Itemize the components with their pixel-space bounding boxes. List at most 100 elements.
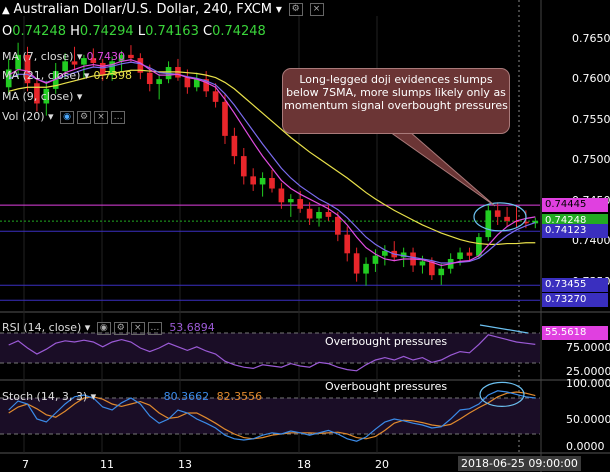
candle-body (71, 61, 78, 65)
overlay-ma7[interactable]: MA (7, close) ▾ 0.7430 (2, 50, 125, 63)
rsi-header[interactable]: RSI (14, close) ▾ ◉ ⚙ ×… 53.6894 (2, 321, 215, 335)
ohlc-readout: O0.74248 H0.74294 L0.74163 C0.74248 (2, 24, 266, 39)
ma21-label: MA (21, close) (2, 69, 81, 82)
candle-body (99, 62, 106, 76)
symbol-dropdown-icon[interactable]: ▾ (275, 2, 282, 16)
close-icon[interactable]: × (94, 110, 109, 124)
low-value: 0.74163 (145, 24, 199, 39)
open-label: O (2, 24, 13, 39)
candle-body (382, 250, 388, 256)
dropdown-icon[interactable]: ▾ (83, 69, 90, 82)
settings-icon[interactable]: ⚙ (113, 321, 128, 335)
candle-body (429, 261, 435, 276)
volume-label: Vol (20) (2, 110, 45, 123)
candle-body (43, 88, 50, 104)
close-value: 0.74248 (212, 24, 266, 39)
x-tick-7: 7 (22, 458, 29, 471)
overlay-volume[interactable]: Vol (20) ▾ ◉ ⚙ ×… (2, 110, 126, 124)
candle-body (504, 216, 510, 221)
eye-icon[interactable]: ◉ (96, 321, 111, 335)
rsi-value: 53.6894 (169, 321, 215, 334)
dropdown-icon[interactable]: ▾ (84, 321, 91, 334)
candle-body (287, 199, 294, 203)
rsi-line (8, 334, 536, 372)
candle-body (494, 210, 501, 217)
stoch-k-value: 80.3662 (163, 390, 210, 403)
candle-body (137, 58, 144, 73)
candle-body (419, 261, 426, 266)
overlay-ma21[interactable]: MA (21, close) ▾ 0.7398 (2, 69, 132, 82)
x-tick-20: 20 (375, 458, 389, 471)
stoch-axis-100: 100.0000 (566, 377, 610, 390)
eye-icon[interactable]: ◉ (60, 110, 75, 124)
rsi-trend-arrow (479, 324, 529, 334)
candle-body (353, 253, 360, 274)
candle-body (466, 252, 473, 256)
overlay-ma9[interactable]: MA (9, close) ▾ (2, 90, 82, 103)
stoch-band (0, 398, 540, 434)
collapse-icon[interactable]: ▲ (2, 5, 10, 16)
candle-body (109, 61, 115, 76)
stoch-highlight-ellipse (479, 381, 525, 407)
close-icon[interactable]: × (309, 3, 324, 16)
candle-body (128, 54, 134, 59)
highlight-ellipse (473, 202, 527, 232)
candle-body (62, 61, 68, 72)
candle-body (15, 54, 21, 70)
candle-body (156, 79, 162, 85)
ma21-value: 0.7398 (93, 69, 132, 82)
callout-pointer (388, 131, 496, 207)
dropdown-icon[interactable]: ▾ (48, 110, 54, 123)
candle-body (400, 252, 407, 258)
high-label: H (70, 24, 80, 39)
chart-header: ▲ Australian Dollar/U.S. Dollar, 240, FX… (2, 2, 324, 17)
stoch-header[interactable]: Stoch (14, 3, 3) ▾ 80.3662 82.3556 (2, 390, 262, 403)
more-icon[interactable]: … (111, 110, 126, 124)
dropdown-icon[interactable]: ▾ (90, 390, 97, 403)
price-level-tag: 0.74123 (542, 224, 608, 239)
candle-body (485, 210, 492, 238)
rsi-label: RSI (14, close) (2, 321, 82, 334)
settings-icon[interactable]: ⚙ (77, 110, 92, 124)
close-label: C (202, 24, 213, 39)
candle-body (316, 212, 322, 219)
candle-body (269, 177, 275, 189)
candle-body (193, 79, 200, 88)
candle-body (438, 268, 445, 276)
candle-body (335, 216, 341, 235)
candle-body (203, 79, 209, 92)
stoch-axis-0: 0.0000 (566, 440, 605, 453)
low-label: L (137, 24, 146, 39)
dropdown-icon[interactable]: ▾ (76, 50, 83, 63)
candle-body (325, 212, 332, 217)
dropdown-icon[interactable]: ▾ (76, 90, 83, 103)
open-value: 0.74248 (12, 24, 66, 39)
stoch-d-line (8, 391, 536, 440)
rsi-value-tag: 55.5618 (542, 326, 608, 340)
candle-body (52, 71, 59, 89)
candle-body (250, 176, 257, 185)
candle-body (212, 91, 219, 102)
candle-body (81, 58, 87, 65)
candle-body (24, 54, 31, 84)
more-icon[interactable]: … (147, 321, 162, 335)
candle-body (532, 220, 539, 224)
candle-body (476, 237, 482, 256)
settings-icon[interactable]: ⚙ (288, 3, 303, 16)
stoch-label: Stoch (14, 3, 3) (2, 390, 88, 403)
candle-body (118, 54, 125, 62)
candle-body (372, 255, 379, 264)
price-level-tag: 0.73455 (542, 278, 608, 293)
ma9-label: MA (9, close) (2, 90, 74, 103)
candle-body (457, 252, 463, 259)
candle-body (90, 58, 97, 63)
close-icon[interactable]: × (130, 321, 145, 335)
stoch-note: Overbought pressures (325, 380, 448, 393)
candle-body (344, 234, 351, 254)
stoch-axis-50: 50.0000 (566, 413, 610, 426)
